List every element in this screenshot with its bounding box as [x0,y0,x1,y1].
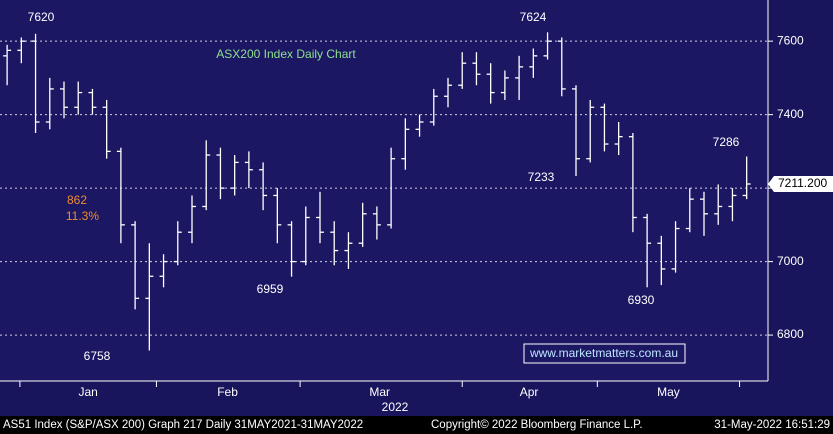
x-tick-label: Jan [78,385,97,399]
change-points: 862 [67,193,87,207]
peak-label: 7233 [528,170,555,184]
peak-label: 6930 [628,293,655,307]
change-percent: 11.3% [66,209,99,223]
footer-right: 31-May-2022 16:51:29 [714,419,830,431]
peak-label: 7286 [713,135,740,149]
x-tick-label: Feb [217,385,238,399]
y-tick-label: 7400 [777,107,804,121]
y-tick-label: 7000 [777,254,804,268]
year-label: 2022 [382,400,409,414]
footer-center: Copyright© 2022 Bloomberg Finance L.P. [431,419,643,431]
peak-label: 6959 [257,282,284,296]
website-box [523,343,686,364]
x-tick-label: May [657,385,680,399]
last-price-label: 7211.200 [778,176,827,190]
plot-area [0,0,768,381]
x-tick-label: Apr [520,385,539,399]
x-tick-label: Mar [369,385,390,399]
peak-label: 6758 [84,349,111,363]
footer-left: AS51 Index (S&P/ASX 200) Graph 217 Daily… [3,419,363,431]
website: www.marketmatters.com.au [529,346,678,360]
chart-title: ASX200 Index Daily Chart [216,47,356,61]
y-tick-label: 7600 [777,33,804,47]
peak-label: 7624 [520,10,547,24]
y-tick-label: 6800 [777,327,804,341]
peak-label: 7620 [28,10,55,24]
footer-bar [0,416,833,434]
last-price-tag [768,175,833,192]
